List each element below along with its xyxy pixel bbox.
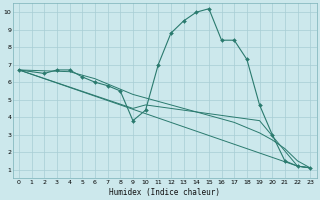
X-axis label: Humidex (Indice chaleur): Humidex (Indice chaleur) xyxy=(109,188,220,197)
